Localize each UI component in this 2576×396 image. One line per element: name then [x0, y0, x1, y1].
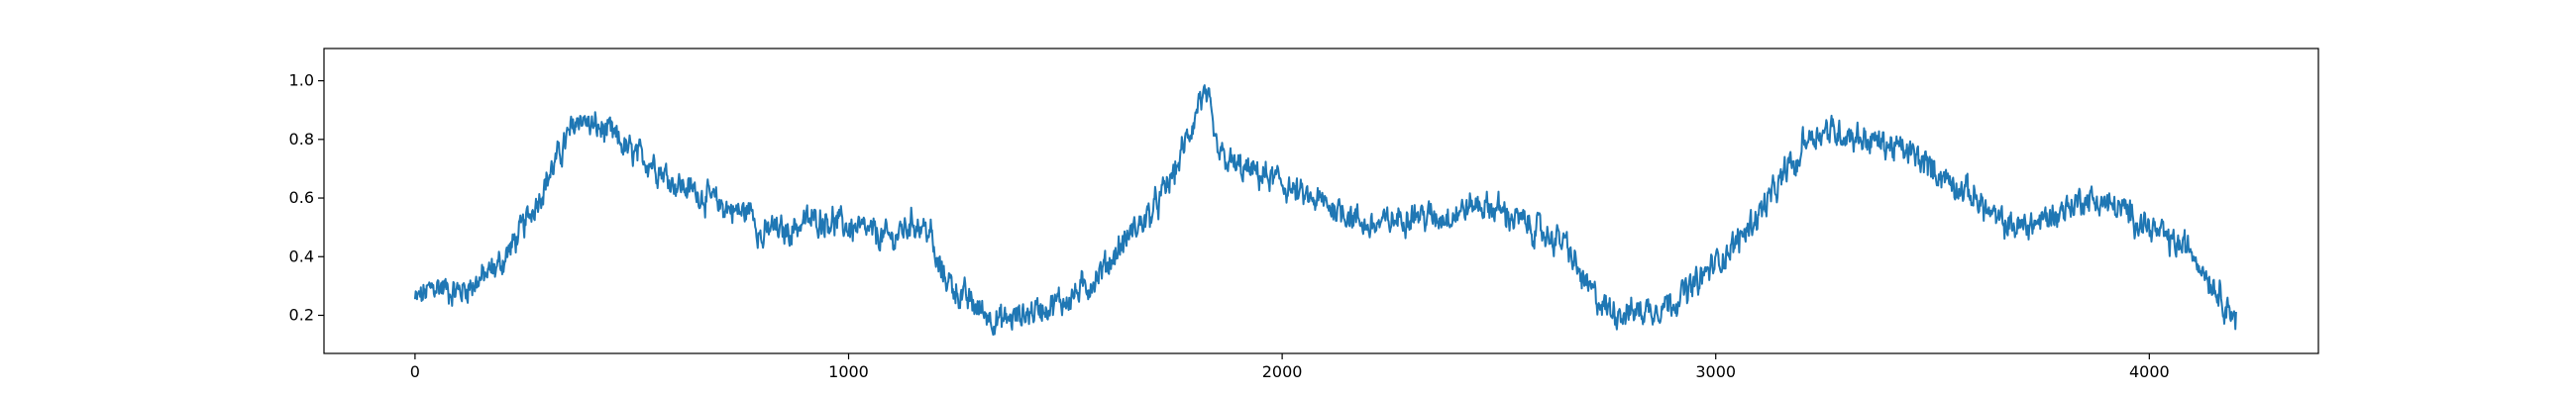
- x-tick-label: 4000: [2129, 362, 2170, 381]
- axes-frame: [323, 48, 2319, 354]
- y-tick-label: 0.8: [289, 130, 314, 148]
- y-tick-label: 0.6: [289, 188, 314, 207]
- x-tick-label: 3000: [1695, 362, 1736, 381]
- x-axis: 0 1000 2000 3000 4000: [410, 353, 2170, 381]
- x-tick-label: 2000: [1262, 362, 1303, 381]
- y-tick-label: 0.4: [289, 247, 314, 265]
- y-axis: 0.2 0.4 0.6 0.8 1.0: [289, 71, 324, 325]
- y-tick-label: 1.0: [289, 71, 314, 90]
- x-tick-label: 0: [410, 362, 420, 381]
- series-line: [413, 84, 2237, 337]
- x-tick-label: 1000: [828, 362, 869, 381]
- plot-content: [413, 84, 2237, 337]
- y-tick-label: 0.2: [289, 306, 314, 325]
